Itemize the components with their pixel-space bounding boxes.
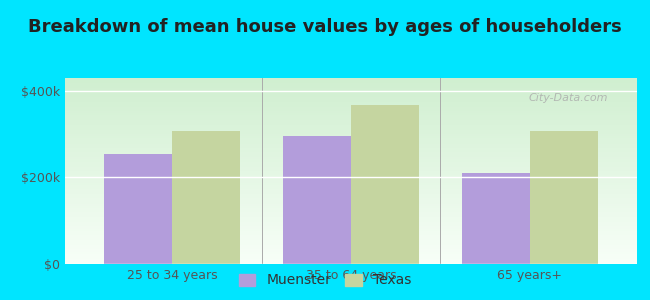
Bar <box>462 173 530 264</box>
Bar <box>283 136 351 264</box>
Text: City-Data.com: City-Data.com <box>529 93 608 103</box>
Bar <box>530 131 598 264</box>
Bar <box>172 131 240 264</box>
Legend: Muenster, Texas: Muenster, Texas <box>233 268 417 293</box>
Bar <box>104 154 172 264</box>
Bar <box>351 105 419 264</box>
Text: Breakdown of mean house values by ages of householders: Breakdown of mean house values by ages o… <box>28 18 622 36</box>
